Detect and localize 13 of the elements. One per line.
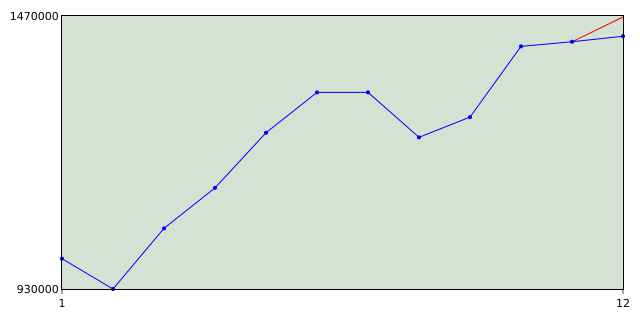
x-tick-label: 12 bbox=[616, 297, 630, 310]
y-tick-label: 930000 bbox=[16, 282, 59, 296]
point bbox=[417, 135, 421, 140]
point bbox=[570, 40, 574, 44]
point bbox=[366, 90, 370, 94]
point bbox=[264, 130, 268, 135]
y-tick-label: 1470000 bbox=[10, 10, 59, 23]
x-tick-label: 1 bbox=[58, 297, 66, 310]
point bbox=[315, 90, 319, 94]
point bbox=[213, 186, 217, 190]
point bbox=[519, 44, 523, 48]
point bbox=[468, 115, 472, 120]
point bbox=[162, 226, 166, 230]
